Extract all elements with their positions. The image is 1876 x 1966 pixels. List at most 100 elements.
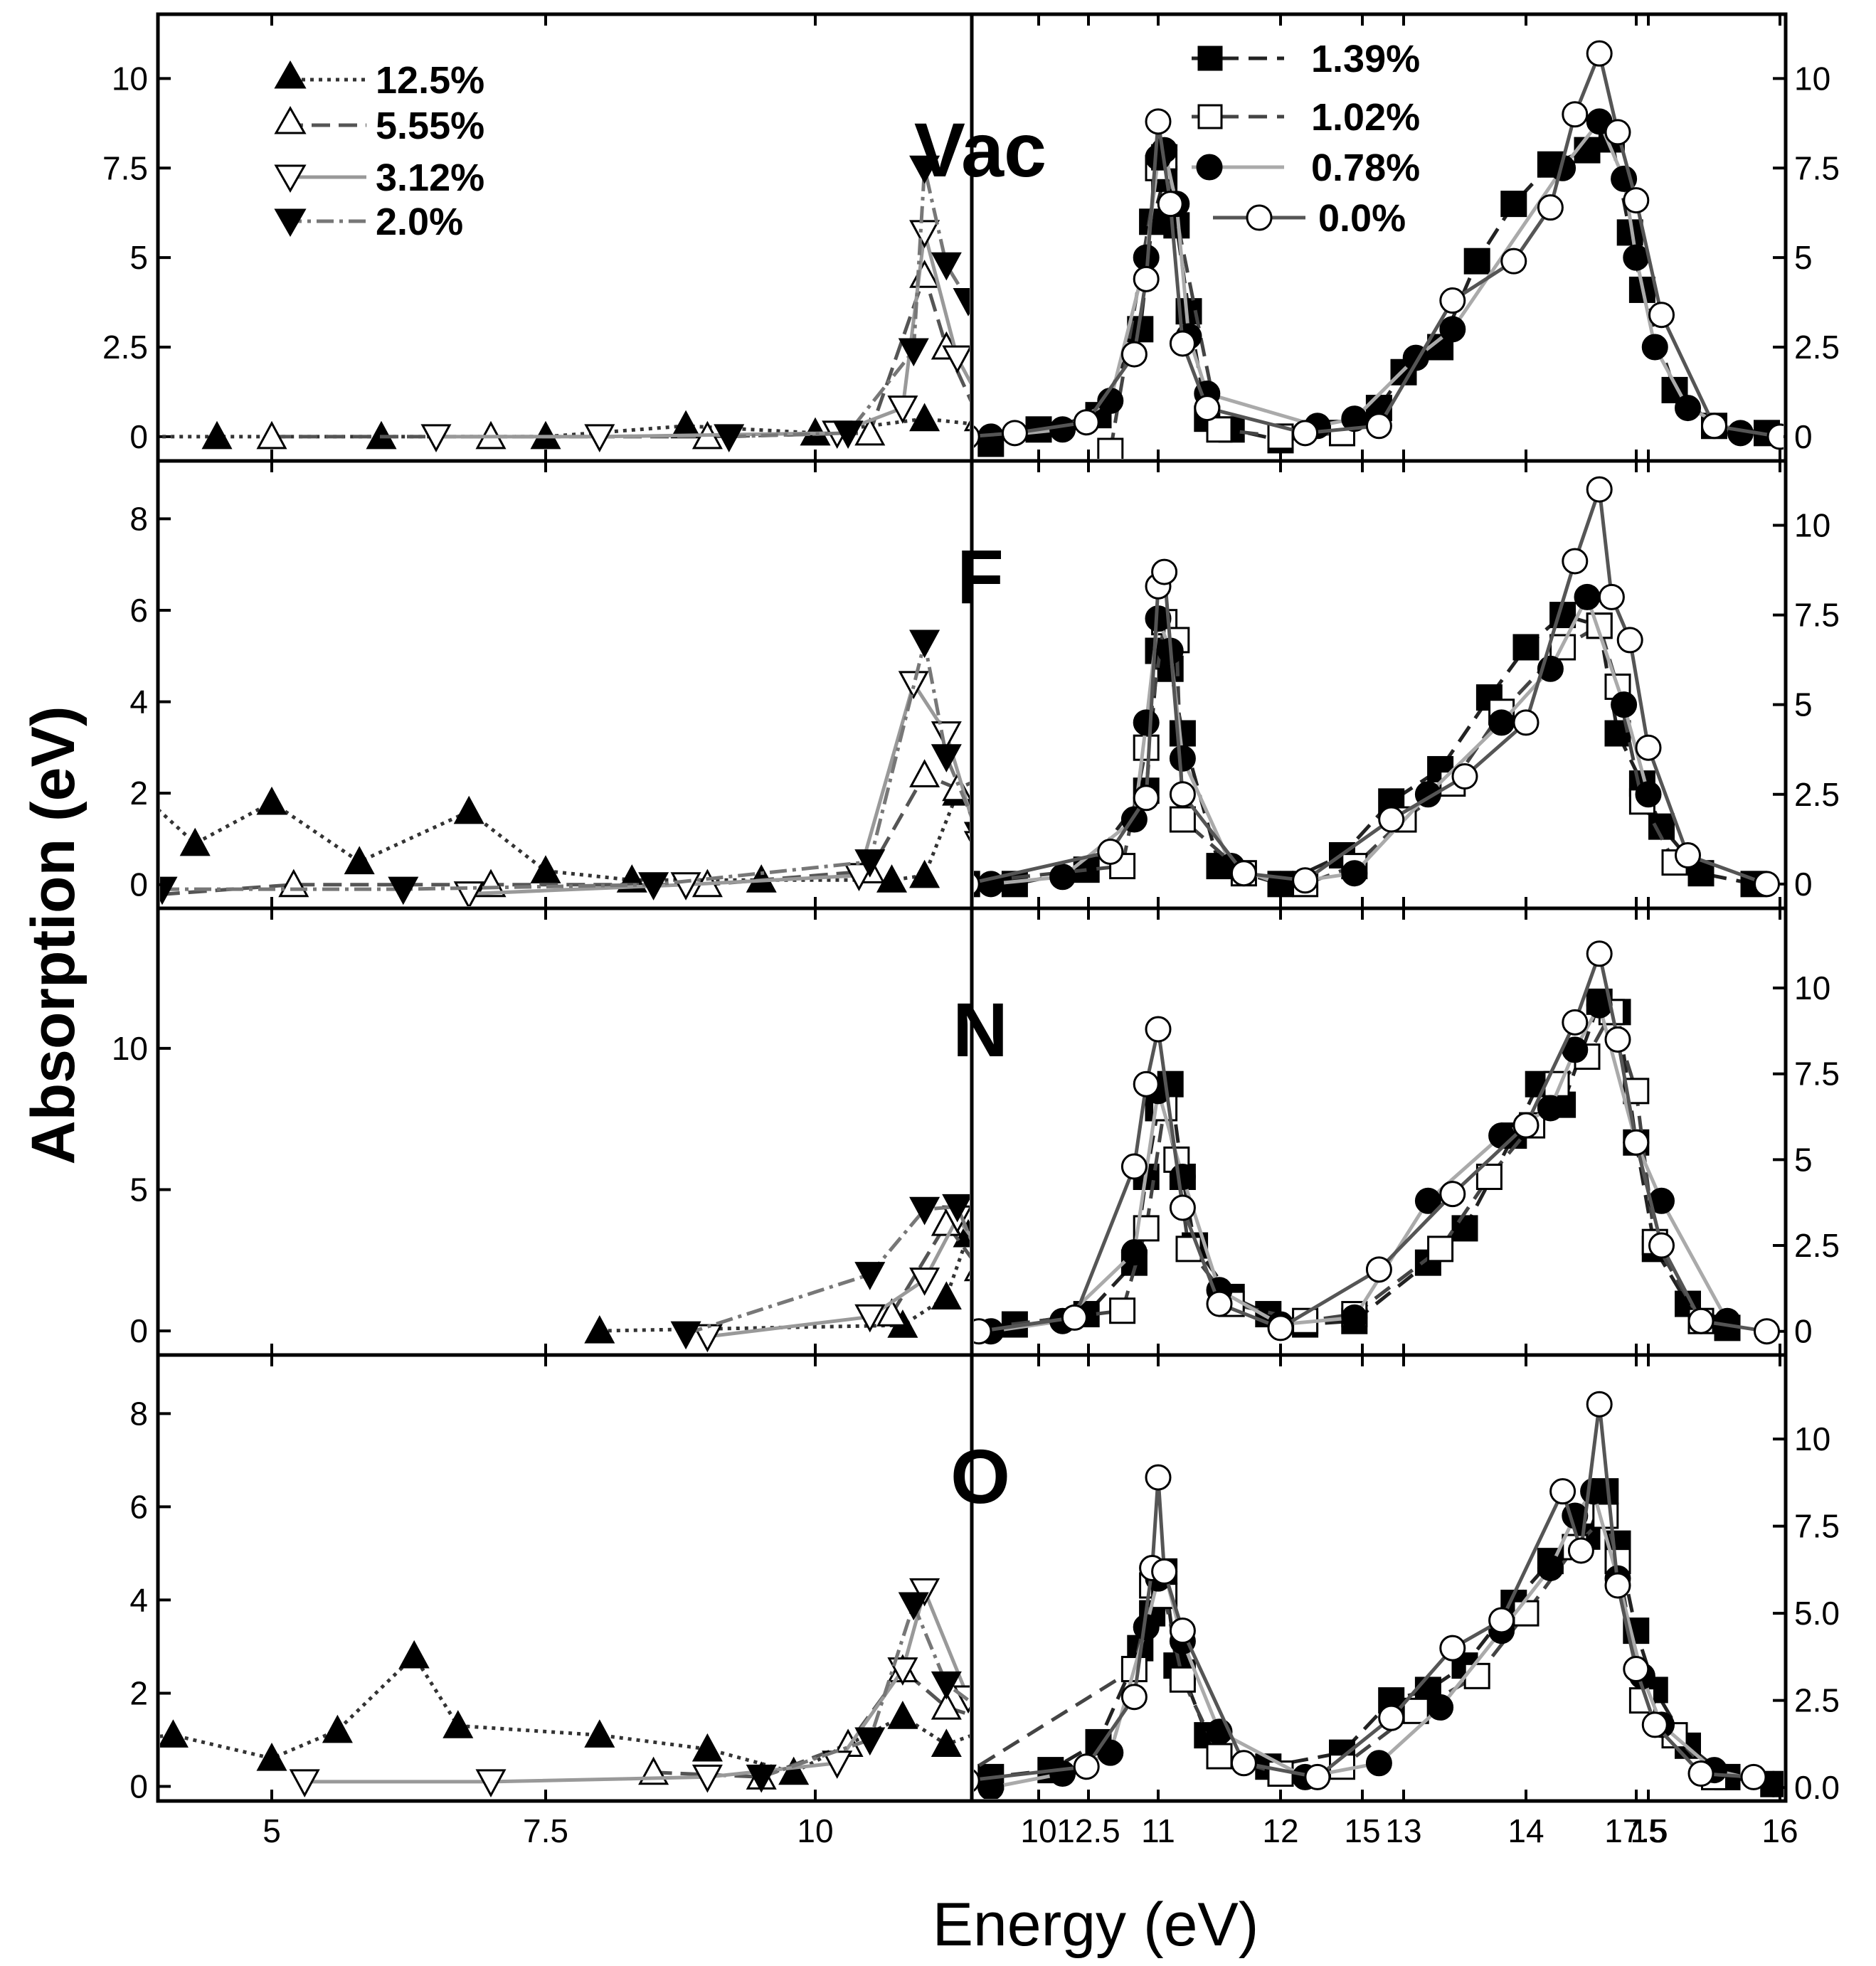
y-tick-label: 5 [129, 239, 148, 276]
circle-marker [1206, 1290, 1233, 1317]
circle-marker [1267, 1314, 1294, 1341]
triangle-up-marker [963, 1270, 970, 1282]
triangle-down-marker [909, 220, 940, 249]
left-series-group [160, 629, 970, 906]
x-tick-label: 7.5 [523, 1812, 568, 1849]
circle-marker [1049, 864, 1076, 891]
legend-right-item: 0.78% [1192, 147, 1420, 189]
circle-marker [1714, 1307, 1741, 1334]
circle-marker [1169, 1194, 1196, 1221]
circle-marker [974, 1769, 980, 1792]
triangle-down-marker [931, 252, 962, 281]
triangle-up-marker [453, 795, 484, 824]
series-line-3.12% [707, 1216, 970, 1339]
y-tick-label: 5.0 [1794, 1595, 1840, 1632]
square-filled-icon [1197, 46, 1223, 71]
triangle-down-marker [289, 1769, 320, 1798]
circle-marker [1439, 316, 1466, 343]
panel-label: F [957, 533, 1004, 620]
circle-marker [1439, 1181, 1466, 1208]
y-tick-label: 10 [1794, 507, 1830, 544]
circle-marker [1754, 1318, 1780, 1345]
triangle-up-marker [909, 403, 940, 432]
legend-left-item: 3.12% [274, 156, 484, 199]
circle-marker [1097, 1739, 1124, 1766]
triangle-up-marker [854, 417, 886, 446]
circle-marker [974, 873, 980, 896]
triangle-down-marker [942, 1194, 970, 1223]
panels: 02.557.51002.557.510Vac0246802.557.510F0… [102, 12, 1840, 1849]
triangle-down-marker [854, 849, 886, 878]
circle-marker [1567, 1537, 1594, 1564]
series-line-0.0% [974, 1402, 1754, 1782]
circle-marker [1586, 476, 1613, 503]
y-tick-label: 5 [129, 1171, 148, 1208]
triangle-down-marker [854, 1304, 886, 1333]
square-marker [1206, 1743, 1233, 1770]
triangle-down-marker [160, 876, 178, 905]
triangle-down-marker [909, 1196, 940, 1226]
circle-marker [1512, 1112, 1540, 1139]
x-tick-label: 17.5 [1604, 1812, 1668, 1849]
circle-marker [1740, 1763, 1767, 1790]
circle-marker [1623, 1129, 1650, 1156]
circle-marker [1439, 1635, 1466, 1662]
triangle-up-marker [909, 759, 940, 787]
triangle-down-marker [584, 424, 615, 453]
x-tick-label: 5 [263, 1812, 281, 1849]
circle-marker [1194, 395, 1221, 422]
right-series-group [974, 940, 1780, 1345]
series-line-3.12% [469, 681, 970, 896]
x-tick-label: 15 [1344, 1812, 1380, 1849]
circle-marker [1145, 1464, 1172, 1491]
circle-marker [1648, 302, 1675, 329]
triangle-down-marker [898, 338, 929, 367]
circle-marker [1512, 709, 1540, 736]
circle-marker [1157, 191, 1184, 218]
triangle-down-marker [887, 395, 918, 424]
triangle-up-marker [344, 846, 375, 875]
panel-label: N [953, 987, 1008, 1073]
y-tick-label: 2.5 [102, 329, 148, 366]
circle-marker [1120, 1153, 1148, 1180]
circle-marker [1169, 745, 1196, 772]
right-series-group [974, 476, 1780, 898]
circle-marker [1675, 395, 1701, 422]
triangle-down-marker [931, 721, 962, 750]
y-tick-label: 10 [1794, 1420, 1830, 1457]
square-marker [1169, 720, 1196, 747]
panel-f: 0 2 4 6 8 0 2.5 5 7.5 10 F [129, 459, 1840, 910]
triangle-down-marker [909, 1268, 940, 1296]
x-tick-label: 10 [797, 1812, 833, 1849]
square-marker [1402, 1697, 1429, 1724]
left-series-group [160, 155, 970, 453]
x-tick-label: 11 [1141, 1812, 1175, 1849]
circle-marker [1623, 1656, 1650, 1683]
circle-marker [1641, 1711, 1668, 1738]
legend-right: 1.39% 1.02% 0.78% 0.0% [1192, 38, 1420, 240]
circle-marker [977, 1774, 1005, 1799]
legend-left-item: 12.5% [274, 59, 484, 102]
triangle-down-marker [854, 1262, 886, 1290]
y-tick-label: 0 [1794, 418, 1813, 455]
square-marker [1169, 1666, 1196, 1693]
triangle-up-marker [179, 827, 211, 856]
legend-left: 12.5% 5.55% 3.12% 2.0% [274, 59, 484, 243]
y-tick-label: 8 [129, 500, 148, 537]
y-tick-label: 0 [1794, 1313, 1813, 1350]
y-axis-title: Absorption (eV) [19, 706, 88, 1165]
y-tick-label: 5 [1794, 1141, 1813, 1178]
legend-left-item: 5.55% [274, 105, 484, 147]
triangle-down-marker [909, 1578, 940, 1607]
y-tick-label: 6 [129, 592, 148, 629]
triangle-up-marker [584, 1719, 615, 1748]
triangle-down-marker [670, 872, 701, 900]
triangle-up-open-icon [274, 105, 307, 134]
triangle-down-marker [931, 1671, 962, 1700]
triangle-up-marker [201, 420, 233, 450]
circle-marker [1061, 1304, 1088, 1331]
triangle-down-marker [909, 629, 940, 659]
triangle-up-marker [256, 1743, 287, 1771]
circle-marker [1611, 691, 1638, 718]
circle-marker [1341, 1304, 1368, 1331]
